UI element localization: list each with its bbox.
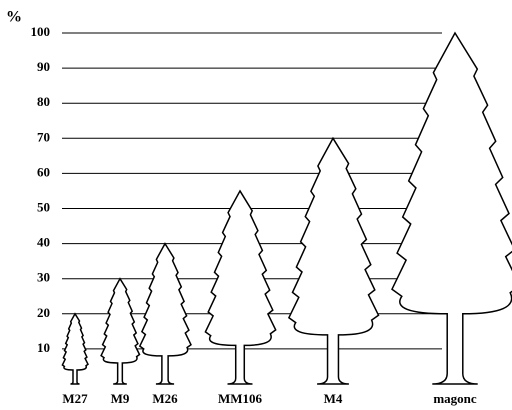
- chart: % 10 20 30 40 50 60 70 80 90 100 M27 M9 M26 MM106 M4 ma…: [0, 0, 512, 410]
- x-tick-label: M27: [62, 391, 88, 406]
- x-tick-label: M4: [324, 391, 343, 406]
- tree: [101, 279, 139, 384]
- y-tick-label: 100: [31, 24, 51, 39]
- x-tick-label: MM106: [218, 391, 263, 406]
- y-tick-label: 10: [37, 340, 50, 355]
- y-tick-label: 90: [37, 59, 50, 74]
- tree: [289, 138, 379, 384]
- x-tick-label: M26: [152, 391, 178, 406]
- x-tick-label: magonc: [433, 391, 477, 406]
- y-tick-label: 50: [37, 199, 50, 214]
- tree: [140, 244, 191, 384]
- tree: [62, 314, 88, 384]
- y-tick-label: 80: [37, 94, 50, 109]
- y-tick-label: 40: [37, 235, 50, 250]
- y-tick-label: 60: [37, 164, 50, 179]
- y-tick-label: 70: [37, 129, 50, 144]
- y-tick-label: 30: [37, 270, 50, 285]
- tree: [392, 33, 512, 384]
- tree: [205, 191, 275, 384]
- y-tick-label: 20: [37, 305, 50, 320]
- x-tick-label: M9: [111, 391, 130, 406]
- y-axis-label: %: [6, 9, 22, 26]
